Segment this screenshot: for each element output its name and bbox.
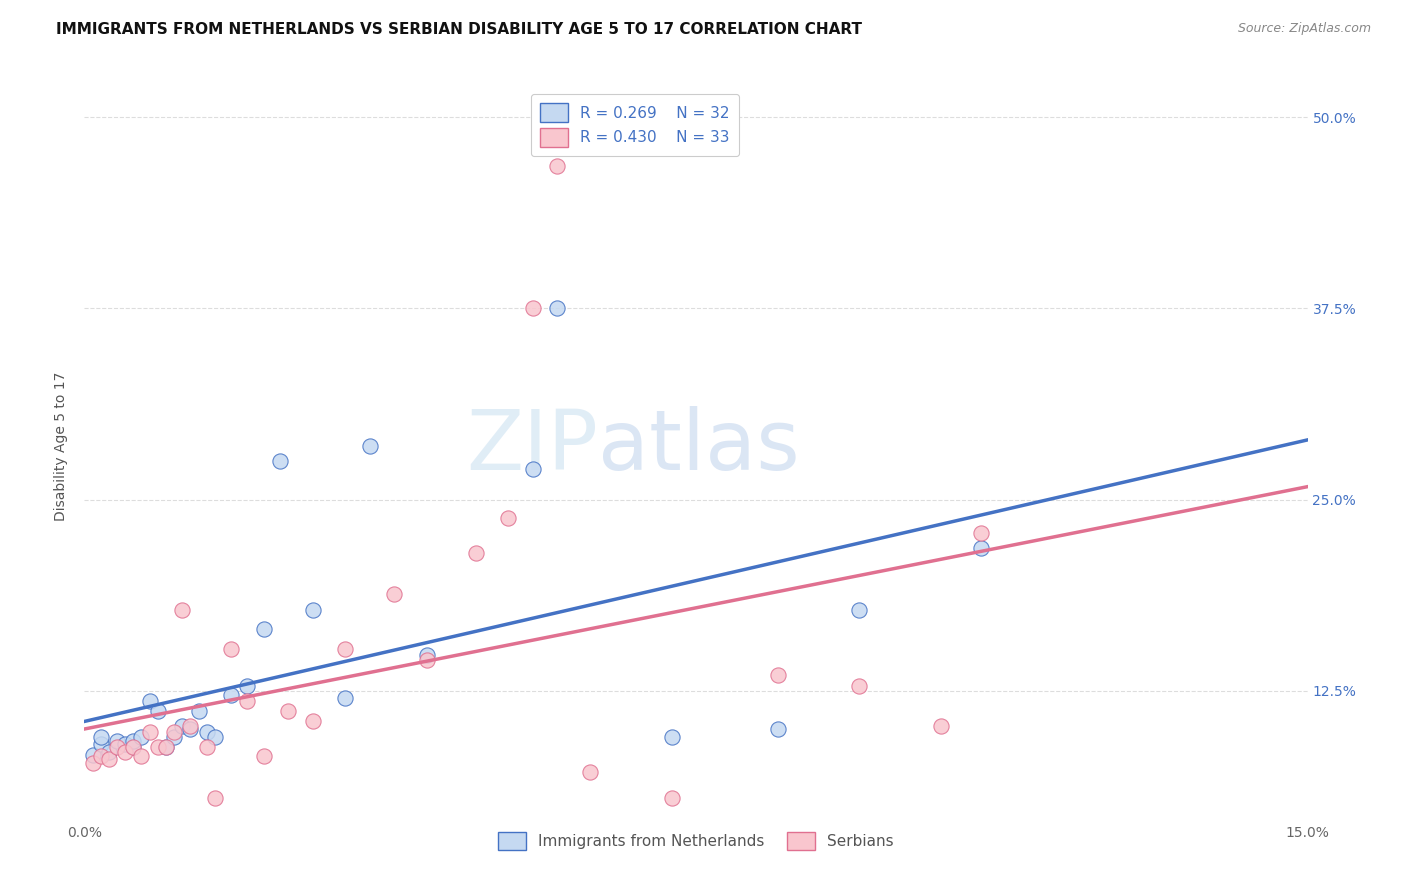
Point — [105, 734, 128, 748]
Point — [97, 752, 120, 766]
Point — [138, 694, 160, 708]
Point — [579, 764, 602, 779]
Point — [335, 642, 357, 657]
Point — [195, 725, 218, 739]
Point — [114, 737, 136, 751]
Point — [122, 740, 145, 755]
Point — [195, 740, 218, 755]
Point — [848, 679, 870, 693]
Point — [155, 740, 177, 755]
Point — [155, 740, 177, 755]
Point — [204, 730, 226, 744]
Point — [253, 749, 276, 764]
Point — [522, 462, 544, 476]
Point — [172, 602, 194, 616]
Point — [269, 454, 291, 468]
Point — [546, 159, 568, 173]
Point — [138, 725, 160, 739]
Point — [661, 730, 683, 744]
Point — [277, 704, 299, 718]
Point — [301, 602, 323, 616]
Point — [82, 756, 104, 770]
Point — [163, 730, 186, 744]
Point — [970, 541, 993, 556]
Point — [253, 623, 276, 637]
Point — [105, 740, 128, 755]
Point — [661, 790, 683, 805]
Point — [146, 740, 169, 755]
Point — [766, 668, 789, 682]
Point — [766, 722, 789, 736]
Point — [301, 714, 323, 729]
Point — [204, 790, 226, 805]
Point — [114, 745, 136, 759]
Point — [179, 719, 201, 733]
Point — [416, 648, 439, 663]
Point — [122, 740, 145, 755]
Point — [929, 719, 952, 733]
Point — [219, 642, 242, 657]
Point — [219, 688, 242, 702]
Point — [359, 439, 381, 453]
Point — [90, 749, 112, 764]
Point — [522, 301, 544, 316]
Point — [82, 747, 104, 762]
Point — [97, 745, 120, 759]
Point — [90, 737, 112, 751]
Point — [236, 679, 259, 693]
Y-axis label: Disability Age 5 to 17: Disability Age 5 to 17 — [55, 371, 69, 521]
Text: Source: ZipAtlas.com: Source: ZipAtlas.com — [1237, 22, 1371, 36]
Point — [90, 730, 112, 744]
Point — [498, 511, 520, 525]
Point — [146, 704, 169, 718]
Point — [848, 602, 870, 616]
Point — [335, 691, 357, 706]
Point — [236, 694, 259, 708]
Point — [122, 734, 145, 748]
Text: atlas: atlas — [598, 406, 800, 486]
Point — [187, 704, 209, 718]
Point — [382, 587, 405, 601]
Text: IMMIGRANTS FROM NETHERLANDS VS SERBIAN DISABILITY AGE 5 TO 17 CORRELATION CHART: IMMIGRANTS FROM NETHERLANDS VS SERBIAN D… — [56, 22, 862, 37]
Point — [163, 725, 186, 739]
Point — [131, 749, 153, 764]
Point — [464, 546, 486, 560]
Point — [546, 301, 568, 316]
Point — [179, 722, 201, 736]
Point — [970, 526, 993, 541]
Legend: Immigrants from Netherlands, Serbians: Immigrants from Netherlands, Serbians — [491, 824, 901, 858]
Text: ZIP: ZIP — [467, 406, 598, 486]
Point — [131, 730, 153, 744]
Point — [416, 653, 439, 667]
Point — [172, 719, 194, 733]
